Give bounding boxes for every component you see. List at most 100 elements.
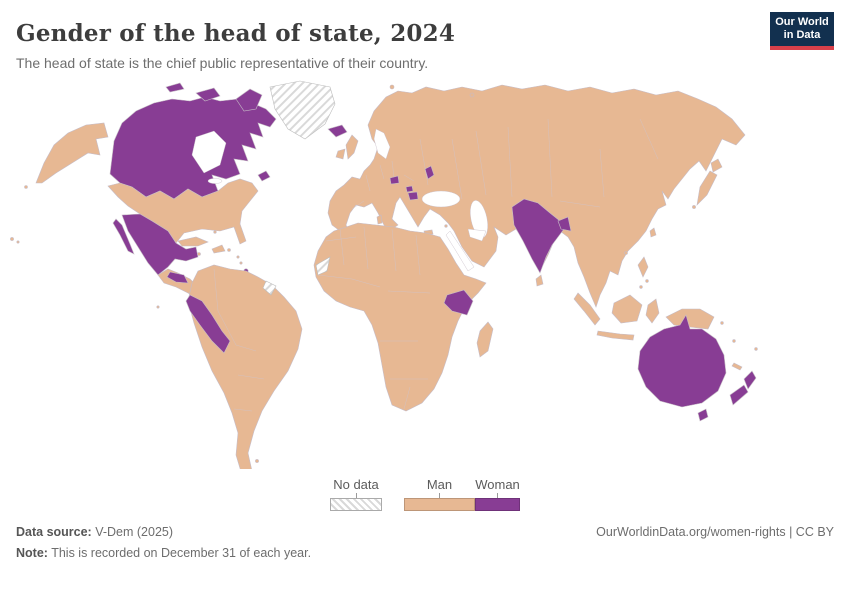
legend-no-data-tick <box>355 493 357 498</box>
country-hawaii[interactable] <box>10 237 14 241</box>
map-legend: No data Man Woman <box>0 477 850 511</box>
country-tasmania[interactable] <box>697 408 709 422</box>
note-value: This is recorded on December 31 of each … <box>47 546 312 560</box>
country-vanuatu[interactable] <box>732 339 736 343</box>
country-canada-victoria-island[interactable] <box>195 87 221 102</box>
country-iceland[interactable] <box>327 124 348 138</box>
country-alaska[interactable] <box>35 122 109 184</box>
country-svalbard[interactable] <box>389 84 395 90</box>
country-taiwan[interactable] <box>649 227 657 238</box>
country-newfoundland[interactable] <box>257 170 271 182</box>
country-puerto-rico[interactable] <box>227 248 231 252</box>
country-north-macedonia[interactable] <box>407 191 419 201</box>
country-cyprus[interactable] <box>444 224 448 228</box>
legend-no-data-swatch[interactable] <box>330 498 382 511</box>
country-lesser-antilles-2[interactable] <box>239 261 243 265</box>
legend-woman-label: Woman <box>475 477 520 492</box>
country-philippines-islet-2[interactable] <box>639 285 643 289</box>
world-map <box>0 79 850 469</box>
country-sardinia[interactable] <box>376 214 383 225</box>
country-canada-baffin-island[interactable] <box>235 88 263 112</box>
country-ireland[interactable] <box>335 148 346 160</box>
note-label: Note: <box>16 546 48 560</box>
legend-man-tick <box>439 493 440 498</box>
legend-no-data[interactable]: No data <box>330 477 382 511</box>
data-source-line: Data source: V-Dem (2025) <box>16 525 311 539</box>
country-new-guinea[interactable] <box>665 308 715 330</box>
country-new-caledonia[interactable] <box>731 362 743 371</box>
country-peru[interactable] <box>185 294 231 354</box>
country-bangladesh[interactable] <box>557 216 572 232</box>
country-novaya-zemlya[interactable] <box>469 92 475 98</box>
country-hispaniola[interactable] <box>211 244 226 254</box>
page-subtitle: The head of state is the chief public re… <box>16 55 429 71</box>
country-india[interactable] <box>511 198 565 274</box>
country-java[interactable] <box>596 330 635 341</box>
persian-gulf <box>467 228 487 242</box>
chart-header: Our World in Data Gender of the head of … <box>0 0 850 71</box>
country-greenland[interactable] <box>269 80 336 140</box>
country-japan-hokkaido[interactable] <box>710 158 723 173</box>
cc-by-link[interactable]: OurWorldinData.org/women-rights | CC BY <box>596 525 834 539</box>
country-french-guiana[interactable] <box>262 280 277 296</box>
red-sea <box>445 230 475 272</box>
country-borders <box>213 118 659 412</box>
country-jamaica[interactable] <box>197 252 201 256</box>
legend-woman[interactable]: Woman <box>475 477 520 511</box>
country-baja-california[interactable] <box>112 218 135 255</box>
world-map-svg <box>10 80 758 469</box>
country-united-kingdom[interactable] <box>345 134 359 160</box>
country-bahamas[interactable] <box>213 230 217 234</box>
legend-woman-swatch[interactable] <box>475 498 520 511</box>
country-philippines[interactable] <box>637 256 649 278</box>
country-japan-kyushu[interactable] <box>692 205 696 209</box>
country-slovenia[interactable] <box>389 175 400 185</box>
country-south-america[interactable] <box>187 264 303 469</box>
country-honduras[interactable] <box>166 271 189 284</box>
country-australia[interactable] <box>637 314 727 408</box>
country-cuba[interactable] <box>177 236 209 247</box>
country-kosovo[interactable] <box>405 185 414 193</box>
legend-categories: Man Woman <box>404 477 520 511</box>
legend-man-swatch[interactable] <box>404 498 475 511</box>
country-galapagos[interactable] <box>156 305 160 309</box>
great-lakes <box>207 178 223 184</box>
country-canada-arctic-islet[interactable] <box>165 82 185 93</box>
country-madagascar[interactable] <box>476 321 494 358</box>
chart-footer: Data source: V-Dem (2025) Note: This is … <box>0 511 850 567</box>
country-aleutian-islands[interactable] <box>24 185 28 189</box>
country-philippines-islet[interactable] <box>645 279 649 283</box>
country-africa[interactable] <box>313 222 487 412</box>
country-moldova[interactable] <box>424 165 435 180</box>
country-western-sahara[interactable] <box>315 256 331 276</box>
black-sea <box>421 190 461 208</box>
country-tanzania[interactable] <box>443 289 474 316</box>
footer-left: Data source: V-Dem (2025) Note: This is … <box>16 525 311 567</box>
country-sumatra[interactable] <box>573 292 601 326</box>
country-solomon-islands[interactable] <box>720 321 724 325</box>
country-sulawesi[interactable] <box>645 298 660 324</box>
country-borneo[interactable] <box>611 294 643 324</box>
country-japan[interactable] <box>696 170 718 206</box>
hudson-bay <box>191 130 227 174</box>
note-line: Note: This is recorded on December 31 of… <box>16 546 311 560</box>
country-mexico[interactable] <box>121 213 199 276</box>
owid-logo-line2: in Data <box>783 29 821 41</box>
legend-man[interactable]: Man <box>404 477 475 511</box>
data-source-value: V-Dem (2025) <box>91 525 174 539</box>
country-lesser-antilles[interactable] <box>236 255 240 259</box>
country-hawaii-islet[interactable] <box>16 240 20 244</box>
page-title: Gender of the head of state, 2024 <box>16 20 456 47</box>
owid-logo-line1: Our World <box>775 16 829 29</box>
country-fiji[interactable] <box>754 347 758 351</box>
data-source-label: Data source: <box>16 525 92 539</box>
legend-woman-tick <box>497 493 498 498</box>
legend-man-label: Man <box>426 477 453 492</box>
country-hainan[interactable] <box>624 251 628 255</box>
country-falkland-islands[interactable] <box>255 459 259 463</box>
country-new-zealand-north[interactable] <box>743 370 757 390</box>
owid-logo[interactable]: Our World in Data <box>770 12 834 50</box>
country-new-zealand-south[interactable] <box>729 384 749 406</box>
country-sri-lanka[interactable] <box>535 274 544 287</box>
